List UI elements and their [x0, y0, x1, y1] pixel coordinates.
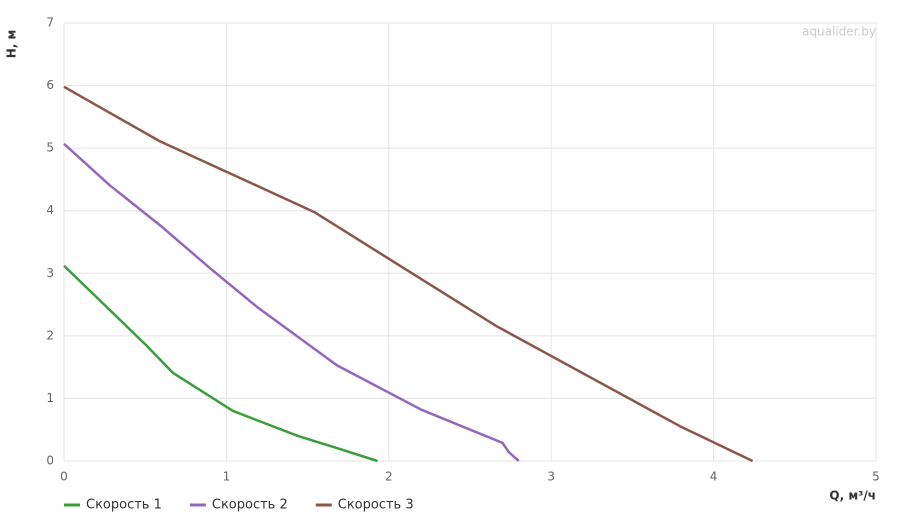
- x-tick-label: 4: [710, 470, 718, 484]
- y-tick-label: 2: [46, 328, 54, 342]
- watermark: aqualider.by: [802, 25, 876, 39]
- y-tick-label: 1: [46, 391, 54, 405]
- x-axis-label: Q, м³/ч: [829, 489, 876, 503]
- legend-label[interactable]: Скорость 3: [338, 498, 414, 513]
- x-tick-label: 0: [60, 470, 68, 484]
- series-line: [63, 85, 754, 463]
- y-tick-label: 7: [46, 16, 54, 30]
- y-tick-label: 0: [46, 454, 54, 468]
- x-tick-label: 2: [385, 470, 393, 484]
- series-line: [63, 264, 378, 463]
- legend-label[interactable]: Скорость 1: [86, 498, 162, 513]
- x-tick-label: 5: [872, 470, 880, 484]
- y-tick-label: 3: [46, 266, 54, 280]
- y-tick-label: 5: [46, 141, 54, 155]
- y-tick-label: 4: [46, 203, 54, 217]
- y-tick-label: 6: [46, 78, 54, 92]
- y-axis-label: H, м: [5, 30, 19, 59]
- x-tick-label: 1: [223, 470, 231, 484]
- series-line: [63, 142, 520, 462]
- x-tick-label: 3: [547, 470, 555, 484]
- legend-label[interactable]: Скорость 2: [212, 498, 288, 513]
